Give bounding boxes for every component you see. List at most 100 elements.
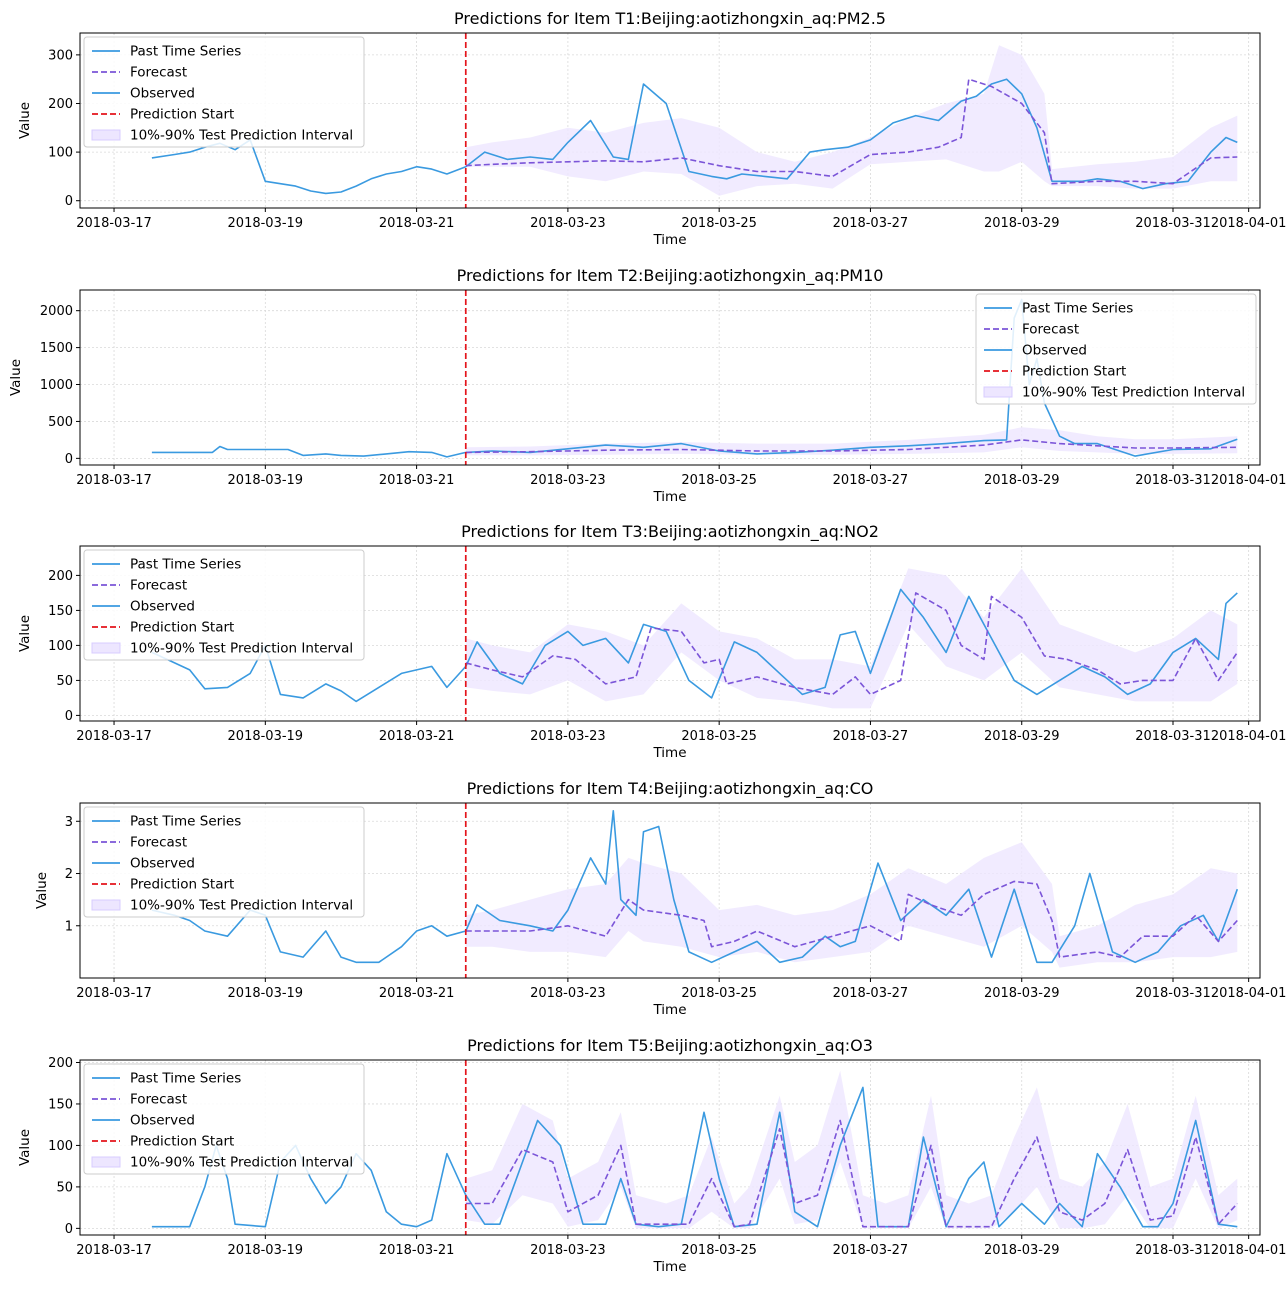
x-tick-label: 2018-03-17 — [76, 473, 152, 488]
x-tick-label: 2018-03-27 — [833, 1243, 909, 1258]
past-time-series-line — [151, 909, 467, 964]
legend-swatch — [983, 386, 1013, 398]
legend-entry: Prediction Start — [130, 1134, 234, 1150]
chart-panel-2: 2018-03-17 2018-03-19 2018-03-21 2018-03-23… — [8, 266, 1286, 505]
forecast-line — [465, 78, 1238, 185]
y-tick-label: 0 — [65, 1222, 73, 1237]
legend-swatch — [91, 1156, 121, 1168]
x-tick-label: 2018-03-23 — [530, 729, 606, 744]
y-tick-label: 1500 — [40, 341, 73, 356]
legend-swatch — [91, 899, 121, 911]
x-tick-label: 2018-03-19 — [228, 986, 304, 1001]
y-tick-label: 150 — [48, 604, 73, 619]
legend-swatch — [91, 129, 121, 141]
x-tick-label: 2018-03-27 — [833, 986, 909, 1001]
x-axis-label: Time — [652, 489, 686, 505]
y-tick-label: 0 — [65, 194, 73, 209]
past-time-series-line — [151, 139, 467, 195]
y-tick-label: 2 — [65, 867, 73, 882]
x-tick-label: 2018-03-19 — [228, 216, 304, 231]
y-tick-label: 2000 — [40, 304, 73, 319]
x-tick-label: 2018-04-01 — [1211, 473, 1286, 488]
x-tick-label: 2018-04-01 — [1211, 1243, 1286, 1258]
x-axis-label: Time — [652, 232, 686, 248]
x-tick-label: 2018-03-31 — [1135, 986, 1211, 1001]
x-tick-label: 2018-03-31 — [1135, 1243, 1211, 1258]
legend-entry: Observed — [1022, 343, 1087, 359]
y-tick-label: 0 — [65, 709, 73, 724]
y-tick-label: 300 — [48, 48, 73, 63]
y-tick-label: 500 — [48, 415, 73, 430]
prediction-interval-band — [465, 568, 1238, 709]
x-tick-label: 2018-03-25 — [681, 986, 757, 1001]
x-tick-label: 2018-03-21 — [379, 986, 455, 1001]
x-tick-label: 2018-03-31 — [1135, 729, 1211, 744]
x-tick-label: 2018-03-29 — [984, 729, 1060, 744]
legend-box — [83, 549, 365, 661]
plot-frame — [79, 545, 1261, 722]
x-tick-label: 2018-03-27 — [833, 473, 909, 488]
x-axis-label: Time — [652, 1002, 686, 1018]
y-tick-label: 100 — [48, 639, 73, 654]
legend: Past Time Series Forecast Observed Predicti… — [83, 549, 365, 661]
x-tick-label: 2018-03-25 — [681, 216, 757, 231]
chart-panel-3: 2018-03-17 2018-03-19 2018-03-21 2018-03-23… — [17, 522, 1286, 761]
legend-entry: Past Time Series — [130, 557, 241, 573]
x-tick-label: 2018-03-25 — [681, 1243, 757, 1258]
legend: Past Time Series Forecast Observed Predicti… — [975, 293, 1257, 405]
x-tick-label: 2018-04-01 — [1211, 729, 1286, 744]
x-tick-label: 2018-03-21 — [379, 216, 455, 231]
legend-entry: Prediction Start — [130, 107, 234, 123]
legend: Past Time Series Forecast Observed Predicti… — [83, 36, 365, 148]
legend-entry: Prediction Start — [130, 620, 234, 636]
x-tick-label: 2018-03-23 — [530, 1243, 606, 1258]
legend-entry: Observed — [130, 856, 195, 872]
plot-frame — [79, 289, 1261, 466]
chart-panel-1: 2018-03-17 2018-03-19 2018-03-21 2018-03-23… — [17, 9, 1286, 248]
x-tick-label: 2018-03-29 — [984, 216, 1060, 231]
x-tick-label: 2018-03-27 — [833, 216, 909, 231]
x-tick-label: 2018-03-19 — [228, 473, 304, 488]
legend-entry: 10%-90% Test Prediction Interval — [130, 128, 353, 144]
x-tick-label: 2018-03-29 — [984, 1243, 1060, 1258]
legend-box — [975, 293, 1257, 405]
legend-entry: 10%-90% Test Prediction Interval — [130, 1155, 353, 1171]
chart-title: Predictions for Item T3:Beijing:aotizhon… — [461, 522, 879, 542]
x-tick-label: 2018-03-25 — [681, 729, 757, 744]
x-tick-label: 2018-03-21 — [379, 473, 455, 488]
legend-box — [83, 806, 365, 918]
legend-entry: Forecast — [130, 1092, 187, 1108]
x-tick-label: 2018-03-17 — [76, 216, 152, 231]
observed-line — [465, 588, 1238, 699]
y-axis-label: Value — [17, 1129, 33, 1166]
x-tick-label: 2018-04-01 — [1211, 216, 1286, 231]
forecast-line — [465, 439, 1238, 454]
legend-entry: Past Time Series — [130, 1071, 241, 1087]
past-time-series-line — [151, 644, 467, 703]
y-tick-label: 200 — [48, 1056, 73, 1071]
x-tick-label: 2018-03-23 — [530, 986, 606, 1001]
legend-entry: Prediction Start — [130, 877, 234, 893]
legend-entry: Forecast — [130, 578, 187, 594]
legend-entry: 10%-90% Test Prediction Interval — [1022, 385, 1245, 401]
forecast-line — [465, 1119, 1238, 1228]
x-axis-label: Time — [652, 745, 686, 761]
x-tick-label: 2018-03-31 — [1135, 473, 1211, 488]
y-tick-label: 0 — [65, 452, 73, 467]
y-axis-label: Value — [17, 615, 33, 652]
legend-entry: Forecast — [1022, 322, 1079, 338]
legend-entry: Past Time Series — [130, 44, 241, 60]
y-tick-label: 200 — [48, 569, 73, 584]
prediction-interval-band — [465, 427, 1238, 456]
y-axis-label: Value — [34, 872, 50, 909]
chart-title: Predictions for Item T4:Beijing:aotizhon… — [467, 779, 874, 799]
observed-line — [465, 1086, 1238, 1228]
y-tick-label: 1000 — [40, 378, 73, 393]
plot-frame — [79, 32, 1261, 209]
forecast-line — [465, 592, 1238, 696]
y-tick-label: 50 — [56, 674, 73, 689]
forecast-line — [465, 880, 1238, 958]
y-tick-label: 150 — [48, 1097, 73, 1112]
chart-title: Predictions for Item T2:Beijing:aotizhon… — [457, 266, 884, 286]
